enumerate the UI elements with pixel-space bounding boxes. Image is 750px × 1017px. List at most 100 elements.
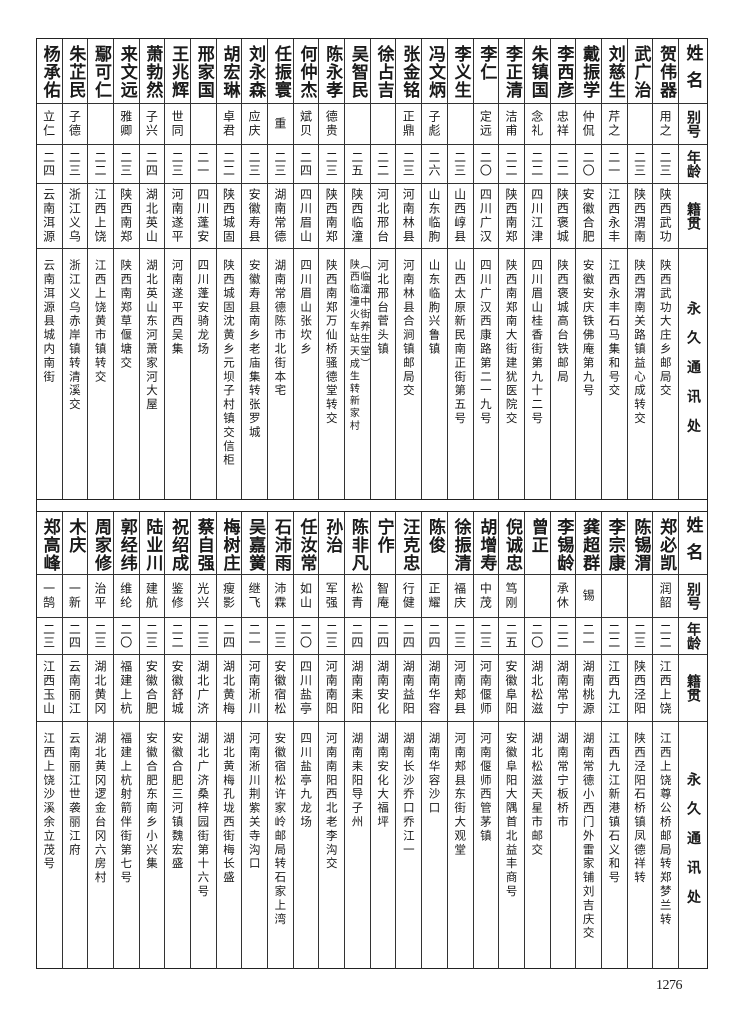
person-name: 蔡自强 bbox=[193, 518, 214, 572]
person-address: 湖南常宁板桥市 bbox=[555, 732, 570, 830]
person-address-cell: 湖北英山东河萧家河大屋 bbox=[140, 249, 165, 499]
person-name-cell: 武广治 bbox=[627, 39, 653, 104]
person-native: 湖南华容 bbox=[426, 660, 441, 716]
person-alias-cell: 应庆 bbox=[242, 104, 267, 145]
person-age: 二三 bbox=[324, 151, 339, 177]
person-name-cell: 萧勃然 bbox=[139, 39, 165, 104]
person-name: 胡宏琳 bbox=[219, 45, 240, 99]
person-name-cell: 曾正 bbox=[524, 512, 550, 575]
person-age: 二三 bbox=[452, 151, 467, 177]
person-name-cell: 冯文炳 bbox=[422, 39, 447, 104]
person-name-cell: 吴智民 bbox=[345, 39, 370, 104]
person-address-cell: 四川眉山桂香街第九十二号 bbox=[525, 249, 550, 499]
person-alias-cell: 笃刚 bbox=[499, 575, 524, 618]
header-age-label: 年龄 bbox=[685, 622, 701, 650]
person-alias-cell: 福庆 bbox=[447, 575, 473, 618]
person-address: 陕西城固沈黄乡元坝子村镇交信柜 bbox=[222, 259, 236, 468]
person-name: 孙治 bbox=[322, 518, 343, 554]
header-column: 姓名 别号 年龄 籍贯 永久通讯处 bbox=[678, 512, 707, 969]
person-age-cell: 二三 bbox=[627, 618, 653, 655]
person-alias-cell: 继飞 bbox=[242, 575, 267, 618]
person-column: 吴嘉黉 继飞 二一 河南淅川 河南淅川荆紫关寺沟口 bbox=[241, 512, 267, 969]
person-age-cell: 二二 bbox=[653, 618, 678, 655]
person-native-cell: 浙江义乌 bbox=[62, 184, 88, 249]
person-native-cell: 湖南桃源 bbox=[576, 655, 601, 722]
person-column: 李西彦 忠祥 二二 陕西褒城 陕西褒城高台铁邮局 bbox=[549, 39, 576, 499]
person-alias-cell bbox=[447, 104, 473, 145]
person-age: 二三 bbox=[324, 623, 339, 649]
person-name: 梅树庄 bbox=[219, 518, 240, 572]
person-address-cell: 江西九江新港镇石义和号 bbox=[602, 722, 627, 969]
roster-table-bottom: 姓名 别号 年龄 籍贯 永久通讯处 郑必凯 润韶 二二 江西上饶 江西上饶尊公桥邮局转郑梦兰转 陈锡… bbox=[36, 511, 707, 969]
person-column: 陈永孝 德贵 二三 陕西南郑 陕西南郑万仙桥骚德堂转交 bbox=[318, 39, 345, 499]
roster-frame: 姓名 别号 年龄 籍贯 永久通讯处 贺伟器 用之 二三 陕西武功 陕西武功大庄乡邮局交 武广治 二三陕… bbox=[36, 38, 708, 969]
person-column: 倪诚忠 笃刚 二五 安徽阜阳 安徽阜阳大隅首北益丰商号 bbox=[498, 512, 524, 969]
person-age: 二二 bbox=[529, 151, 544, 177]
person-address: 江西九江新港镇石义和号 bbox=[607, 732, 622, 885]
person-address-cell: 河南林县合涧镇邮局交 bbox=[396, 249, 421, 499]
person-alias: 芹之 bbox=[606, 110, 621, 138]
person-alias: 维纶 bbox=[118, 582, 133, 610]
person-address: 福建上杭射箭伴街第七号 bbox=[119, 732, 134, 885]
person-age: 二三 bbox=[272, 151, 287, 177]
person-alias: 德贵 bbox=[324, 110, 339, 138]
person-alias-cell: 仲侃 bbox=[576, 104, 601, 145]
person-native-cell: 安徽舒城 bbox=[165, 655, 190, 722]
person-column: 朱镇国 念礼 二二 四川江津 四川眉山桂香街第九十二号 bbox=[523, 39, 550, 499]
header-name-label: 姓名 bbox=[682, 515, 703, 571]
person-alias-cell: 正鼎 bbox=[396, 104, 422, 145]
person-native: 福建上杭 bbox=[118, 660, 133, 716]
person-address: 山东临朐兴鲁镇 bbox=[427, 259, 442, 357]
person-native: 河南林县 bbox=[401, 188, 416, 244]
person-column: 李锡龄 承休 二二 湖南常宁 湖南常宁板桥市 bbox=[549, 512, 576, 969]
person-native: 江西九江 bbox=[606, 660, 621, 716]
person-alias-cell: 智庵 bbox=[370, 575, 396, 618]
person-age: 二一 bbox=[195, 151, 210, 177]
person-name-cell: 宁作 bbox=[370, 512, 396, 575]
person-native-cell: 江西永丰 bbox=[601, 184, 627, 249]
person-alias-cell: 卓君 bbox=[216, 104, 242, 145]
person-age: 二三 bbox=[272, 623, 287, 649]
person-native-cell: 山西崞县 bbox=[447, 184, 473, 249]
person-name-cell: 李仁 bbox=[473, 39, 499, 104]
person-column: 木庆 一新 二四 云南丽江 云南丽江世袭丽江府 bbox=[61, 512, 88, 969]
person-age: 二五 bbox=[349, 151, 364, 177]
header-address-label: 永久通讯处 bbox=[685, 772, 701, 919]
person-age-cell: 二三 bbox=[396, 145, 422, 184]
person-address: 湖北英山东河萧家河大屋 bbox=[144, 259, 159, 412]
person-age-cell: 二四 bbox=[293, 145, 319, 184]
person-name: 张金铭 bbox=[399, 45, 420, 99]
person-age: 二〇 bbox=[529, 623, 544, 649]
person-column: 任振寰重二三 湖南常德 湖南常德陈市北街本宅 bbox=[267, 39, 293, 499]
person-name-cell: 周家修 bbox=[88, 512, 113, 575]
person-column: 龚超群锡二一 湖南桃源 湖南常德小西门外雷家铺刘吉庆交 bbox=[575, 512, 601, 969]
person-address: 四川眉山桂香街第九十二号 bbox=[530, 259, 545, 426]
person-age: 二三 bbox=[452, 623, 467, 649]
header-name: 姓名 bbox=[679, 39, 707, 104]
person-name: 祝绍成 bbox=[168, 518, 189, 572]
person-age: 二四 bbox=[349, 623, 364, 649]
person-age-cell: 二二 bbox=[370, 145, 396, 184]
person-column: 徐占吉 二二 河北邢台 河北邢台菅头镇 bbox=[369, 39, 396, 499]
person-alias-cell: 洁甫 bbox=[499, 104, 524, 145]
person-alias: 忠祥 bbox=[555, 110, 570, 138]
person-address-cell: 陕西南郑草偃塘交 bbox=[114, 249, 139, 499]
person-name-cell: 何仲杰 bbox=[293, 39, 319, 104]
person-address: 河南郏县东街大观堂 bbox=[453, 732, 468, 858]
person-name-cell: 陈俊 bbox=[422, 512, 447, 575]
person-age-cell: 二四 bbox=[345, 618, 370, 655]
person-native: 湖北英山 bbox=[144, 188, 159, 244]
person-native: 四川江津 bbox=[529, 188, 544, 244]
person-address-cell: 四川眉山张坎乡 bbox=[294, 249, 319, 499]
person-age-cell: 二三 bbox=[627, 145, 653, 184]
person-alias-cell: 德贵 bbox=[319, 104, 345, 145]
person-alias-cell: 建航 bbox=[139, 575, 165, 618]
person-age-cell: 二四 bbox=[62, 618, 88, 655]
person-alias-cell bbox=[601, 575, 627, 618]
person-alias-cell: 定远 bbox=[473, 104, 499, 145]
person-alias-cell: 中茂 bbox=[473, 575, 499, 618]
person-age: 二五 bbox=[504, 623, 519, 649]
person-address-cell: 江西上饶黄市镇转交 bbox=[88, 249, 113, 499]
person-name-cell: 祝绍成 bbox=[165, 512, 190, 575]
person-alias-cell: 润韶 bbox=[653, 575, 678, 618]
